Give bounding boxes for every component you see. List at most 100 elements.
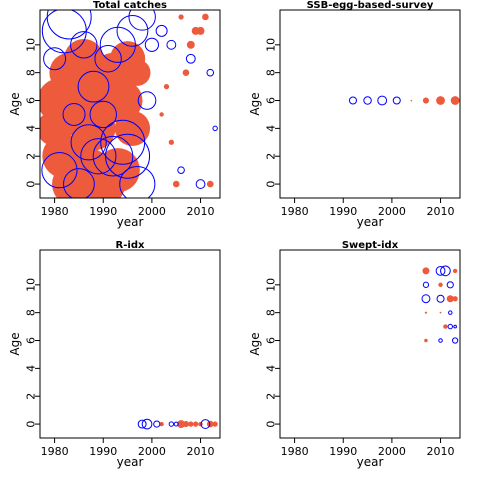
positive-bubble [439,311,442,314]
y-axis-label: Age [248,332,262,355]
y-axis-label: Age [8,92,22,115]
y-axis-label: Age [248,92,262,115]
positive-bubble [450,96,460,105]
y-tick-label: 2 [25,393,38,400]
y-tick-label: 4 [25,125,38,132]
negative-bubble [168,421,175,427]
plot-frame [279,9,461,199]
plot-frame [279,249,461,439]
bubble-layer [137,418,218,430]
positive-bubble [114,110,151,146]
negative-bubble [435,265,446,276]
x-tick-label: 2000 [378,445,406,458]
y-tick-label: 6 [265,337,278,344]
y-tick-label: 6 [25,337,38,344]
bubble-layer [421,265,459,344]
negative-bubble [141,418,153,430]
y-tick-label: 0 [265,181,278,188]
negative-bubble [119,165,156,198]
negative-bubble [451,337,459,344]
panel-title: Total catches [93,0,167,11]
panel-title: Swept-idx [342,240,399,251]
x-tick-label: 2000 [138,205,166,218]
negative-bubble [105,133,151,179]
negative-bubble [348,96,357,105]
y-axis-label: Age [8,332,22,355]
x-tick-label: 2000 [138,445,166,458]
y-tick-label: 2 [265,153,278,160]
y-tick-label: 0 [25,421,38,428]
negative-bubble [77,70,110,103]
positive-bubble [446,295,454,303]
negative-bubble [137,419,147,429]
negative-bubble [166,39,177,50]
positive-bubble [178,14,184,20]
negative-bubble [206,68,215,77]
y-tick-label: 4 [25,365,38,372]
positive-bubble [206,180,214,188]
positive-bubble [163,83,170,90]
positive-bubble [168,139,174,145]
x-axis-label: year [117,455,144,469]
negative-bubble [377,95,388,106]
negative-bubble [448,310,453,315]
positive-bubble [102,80,143,121]
negative-bubble [128,10,156,31]
y-tick-label: 8 [265,69,278,76]
panel-total-catches: Total catches 1980 1990 2000 2010 year 0 2 4 6 8 10… [8,0,221,229]
y-tick-label: 6 [265,97,278,104]
negative-bubble [41,10,87,54]
panel-title: SSB-egg-based-survey [307,0,434,11]
x-tick-label: 2000 [378,205,406,218]
y-tick-label: 6 [25,97,38,104]
positive-bubble [196,26,205,35]
positive-bubble [424,338,428,343]
positive-bubble [422,97,430,104]
negative-bubble [447,323,453,330]
positive-bubble [186,40,195,49]
positive-bubble [452,268,458,274]
bubble-layer [348,95,460,106]
negative-bubble [446,281,454,289]
x-tick-label: 1980 [281,445,309,458]
positive-bubble [422,267,430,275]
positive-bubble [182,69,190,76]
positive-bubble [202,13,209,21]
positive-bubble [436,96,445,105]
y-tick-label: 10 [265,38,278,52]
y-tick-label: 0 [25,181,38,188]
y-tick-label: 4 [265,125,278,132]
negative-bubble [212,125,218,132]
y-tick-label: 10 [25,38,38,52]
y-tick-label: 8 [25,309,38,316]
x-tick-label: 1990 [89,205,117,218]
positive-bubble [177,420,186,429]
positive-bubble [212,421,218,427]
panel-r-idx: R-idx 1980 1990 2000 2010 year 0 2 4 6 8 10 Age [8,240,221,469]
positive-bubble [410,99,413,102]
positive-bubble [159,421,164,427]
bubble-layer [40,10,218,198]
plot-frame [39,249,221,439]
x-axis-label: year [117,215,144,229]
negative-bubble [436,294,445,303]
negative-bubble [92,135,134,177]
negative-bubble [116,14,149,47]
positive-bubble [124,59,151,86]
negative-bubble [195,179,206,189]
y-tick-label: 10 [25,278,38,292]
negative-bubble [80,138,117,175]
x-tick-label: 2010 [187,205,215,218]
negative-bubble [363,96,372,105]
x-tick-label: 2010 [427,445,455,458]
negative-bubble [155,24,168,37]
negative-bubble [63,168,95,198]
x-tick-label: 1990 [329,205,357,218]
positive-bubble [424,311,428,314]
negative-bubble [70,31,98,59]
negative-bubble [200,419,211,429]
positive-bubble [452,296,458,302]
x-axis-label: year [357,215,384,229]
negative-bubble [185,53,196,64]
negative-bubble [94,45,122,73]
